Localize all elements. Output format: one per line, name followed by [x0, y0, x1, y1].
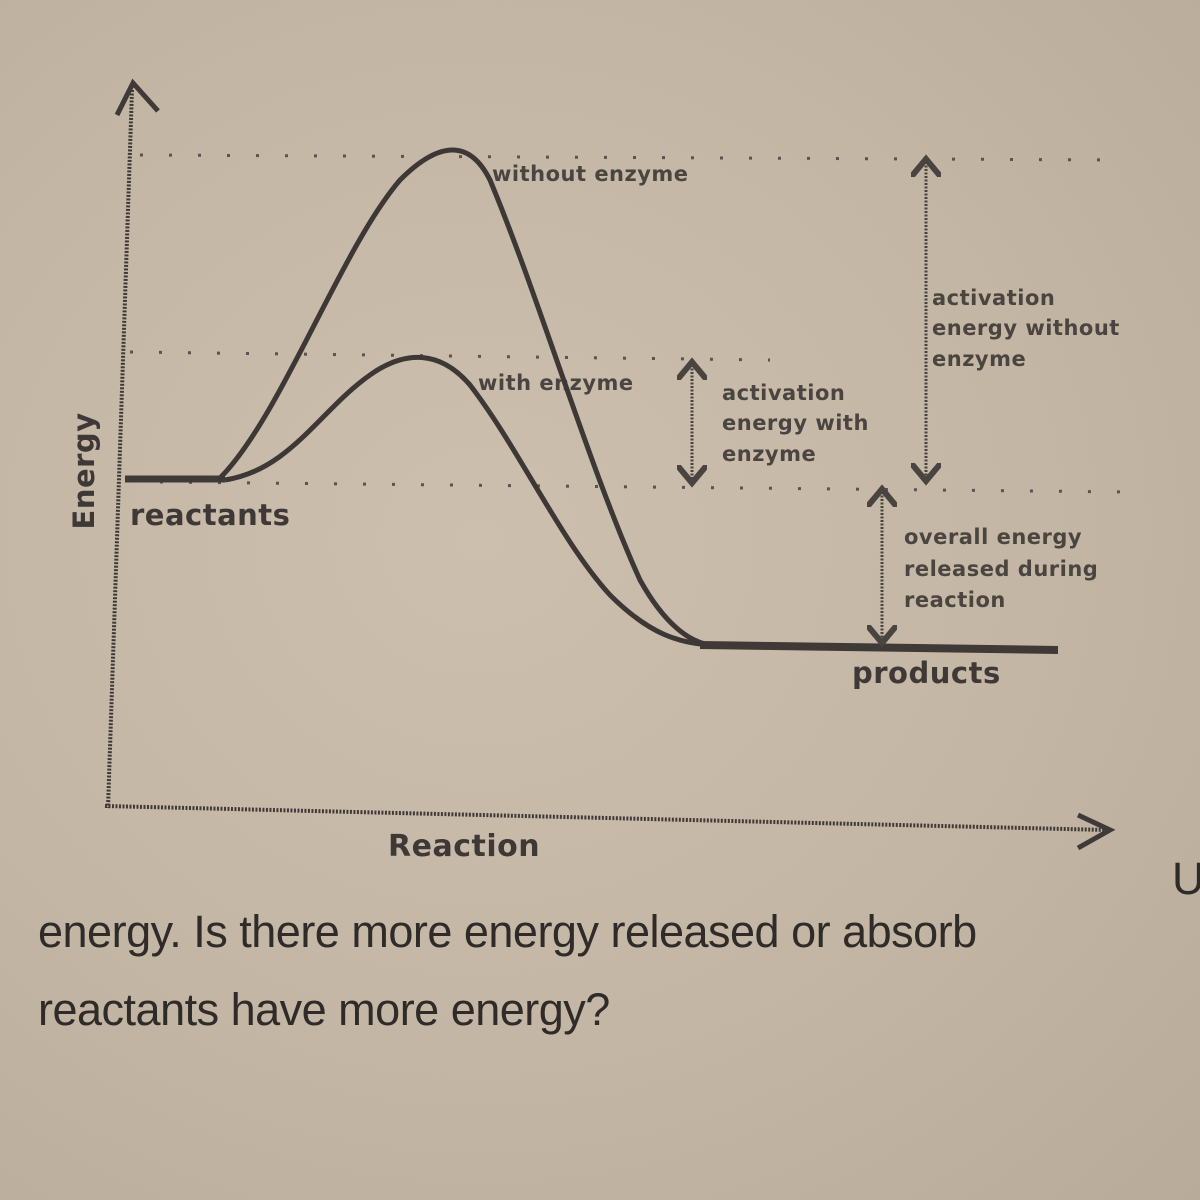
- x-axis: [104, 804, 1116, 851]
- question-line-2: reactants have more energy?: [38, 984, 610, 1035]
- products-level: [699, 641, 1059, 654]
- curve-without-enzyme: [216, 147, 711, 648]
- question-line-1: energy. Is there more energy released or…: [38, 906, 977, 957]
- products-label: products: [852, 656, 1001, 690]
- without-enzyme-label: without enzyme: [492, 162, 689, 186]
- x-axis-label: Reaction: [388, 829, 541, 864]
- y-axis-label: Energy: [67, 412, 102, 530]
- overall-released-annotation: overall energy released during reaction: [904, 525, 1099, 612]
- reactants-label: reactants: [130, 498, 291, 532]
- activation-with-annotation: activation energy with enzyme: [722, 381, 869, 466]
- activation-without-annotation: activation energy without enzyme: [932, 286, 1120, 371]
- question-fragment: U: [1172, 853, 1200, 904]
- energy-diagram: [104, 78, 1131, 851]
- with-enzyme-label: with enzyme: [478, 371, 634, 395]
- curve-with-enzyme: [224, 354, 711, 648]
- y-axis: [106, 78, 160, 809]
- guide-lines: [129, 153, 1131, 494]
